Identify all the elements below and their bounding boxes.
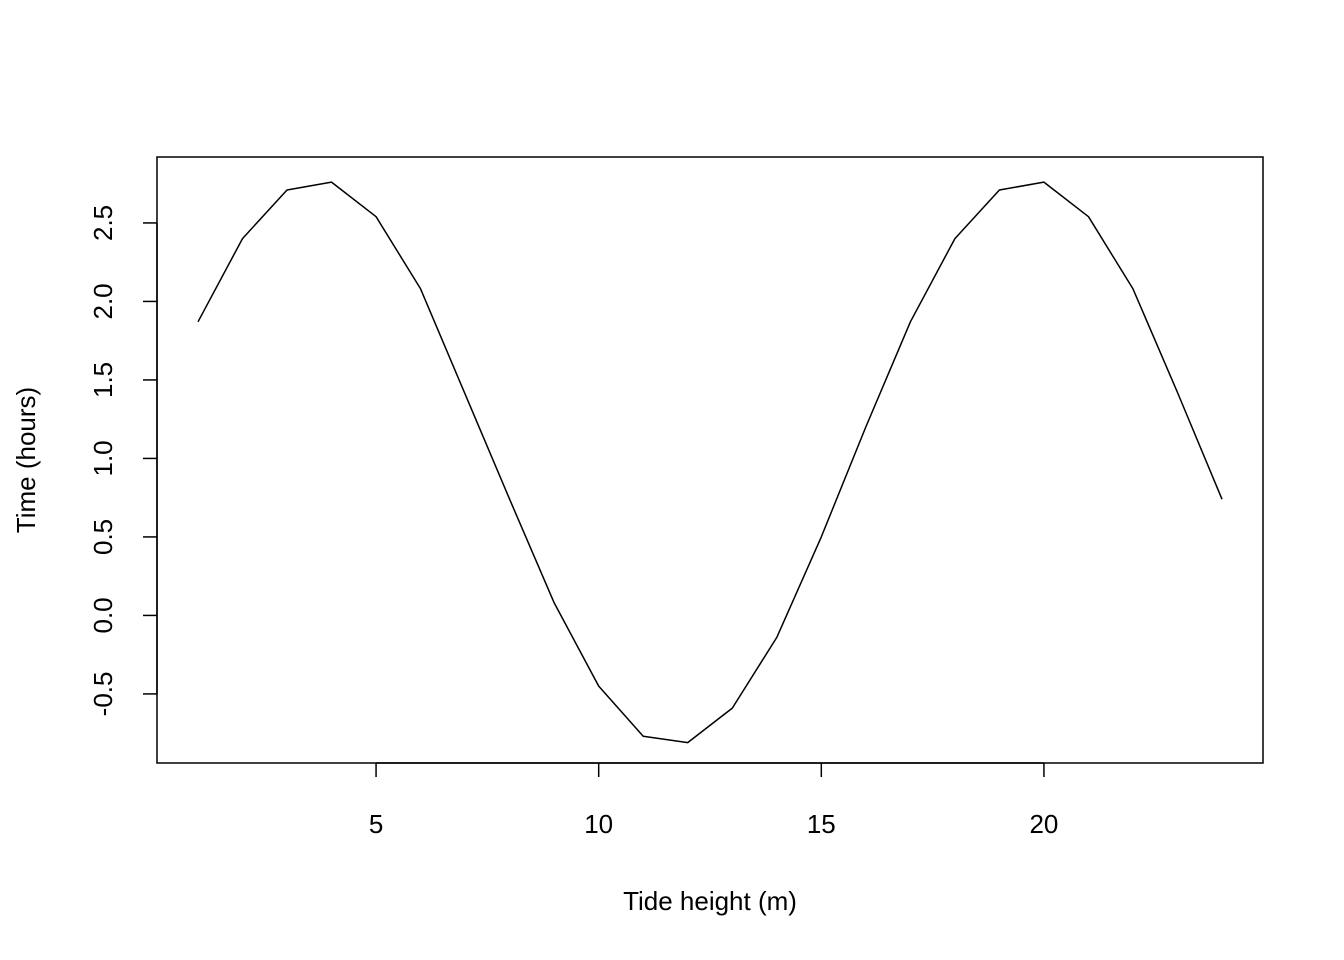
y-tick-label: 1.0 — [88, 440, 118, 476]
y-tick-label: 1.5 — [88, 362, 118, 398]
x-axis: 5 10 15 20 — [369, 762, 1058, 839]
y-tick-label: 2.0 — [88, 283, 118, 319]
y-tick-label: -0.5 — [88, 672, 118, 717]
y-tick-label: 0.0 — [88, 597, 118, 633]
x-tick-label: 5 — [369, 809, 383, 839]
data-line — [197, 181, 1223, 744]
x-tick-label: 10 — [584, 809, 613, 839]
plot-frame — [156, 156, 1264, 764]
y-axis: -0.5 0.0 0.5 1.0 1.5 2.0 2.5 — [88, 205, 158, 717]
x-tick-label: 20 — [1029, 809, 1058, 839]
x-axis-title: Tide height (m) — [623, 886, 797, 916]
y-tick-label: 2.5 — [88, 205, 118, 241]
x-tick-label: 15 — [807, 809, 836, 839]
y-tick-label: 0.5 — [88, 519, 118, 555]
y-axis-title: Time (hours) — [11, 387, 41, 533]
